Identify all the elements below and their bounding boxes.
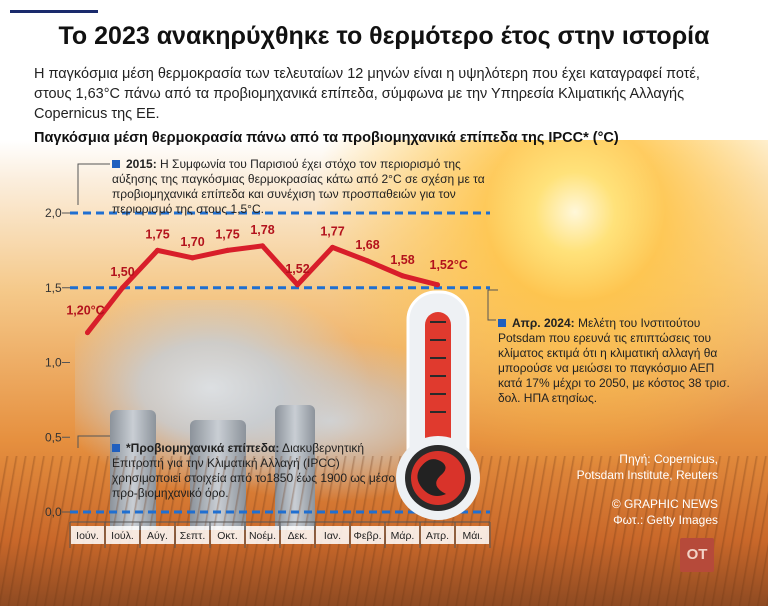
line-segment	[225, 243, 265, 253]
x-category-box	[246, 526, 279, 544]
data-point	[435, 282, 440, 288]
y-tick-label: 2,0	[45, 206, 62, 220]
x-tick-label: Σεπτ.	[180, 530, 205, 542]
bullet-square-icon	[498, 319, 506, 327]
line-segment	[330, 244, 370, 264]
note-label: 2015:	[126, 157, 157, 171]
x-tick-label: Φεβρ.	[354, 530, 382, 542]
source-line: Potsdam Institute, Reuters	[576, 468, 718, 482]
x-category-box	[141, 526, 174, 544]
data-label: 1,70	[180, 235, 204, 249]
data-label: 1,50	[110, 265, 134, 279]
data-label: 1,52°C	[430, 258, 468, 272]
note-label: *Προβιομηχανικά επίπεδα:	[126, 441, 280, 455]
line-segment	[400, 273, 440, 288]
data-label: 1,68	[355, 238, 379, 252]
data-point	[400, 273, 405, 279]
line-segment	[85, 285, 125, 336]
x-tick-label: Απρ.	[426, 530, 449, 542]
x-tick-label: Ιούλ.	[111, 530, 134, 542]
y-tick-label: 1,5	[45, 281, 62, 295]
line-segment	[190, 247, 230, 261]
x-category-box	[386, 526, 419, 544]
data-label: 1,75	[145, 227, 169, 241]
note-text: Η Συμφωνία του Παρισιού έχει στόχο τον π…	[112, 157, 485, 216]
line-segment	[295, 244, 335, 288]
thermometer-icon	[396, 290, 480, 520]
x-category-box	[456, 526, 489, 544]
x-category-box	[176, 526, 209, 544]
x-tick-label: Οκτ.	[217, 530, 237, 542]
data-point	[190, 255, 195, 261]
y-tick-label: 1,0	[45, 356, 62, 370]
note-label: Απρ. 2024:	[512, 316, 575, 330]
chart-title: Παγκόσμια μέση θερμοκρασία πάνω από τα π…	[34, 130, 619, 146]
data-label: 1,78	[250, 223, 274, 237]
data-label: 1,77	[320, 224, 344, 238]
y-tick-label: 0,5	[45, 430, 62, 444]
data-point	[85, 330, 90, 336]
x-category-box	[316, 526, 349, 544]
line-segment	[260, 243, 300, 288]
note-paris-agreement: 2015: Η Συμφωνία του Παρισιού έχει στόχο…	[112, 157, 492, 217]
x-tick-label: Αύγ.	[147, 530, 168, 542]
x-category-box	[106, 526, 139, 544]
data-label: 1,52	[285, 262, 309, 276]
data-point	[295, 282, 300, 288]
x-category-box	[421, 526, 454, 544]
data-label: 1,58	[390, 253, 414, 267]
x-tick-label: Δεκ.	[288, 530, 308, 542]
cooling-tower	[110, 410, 156, 530]
data-point	[365, 258, 370, 264]
top-rule	[10, 10, 98, 13]
photo-credit: Φωτ.: Getty Images	[613, 513, 718, 527]
y-tick-label: 0,0	[45, 505, 62, 519]
data-point	[260, 243, 265, 249]
data-point	[155, 247, 160, 253]
note-text: Διακυβερνητική Επιτροπή για την Κλιματικ…	[112, 441, 396, 500]
data-point	[330, 244, 335, 250]
line-segment	[155, 247, 195, 261]
x-tick-label: Νοέμ.	[249, 530, 276, 542]
source-credits: Πηγή: Copernicus, Potsdam Institute, Reu…	[540, 451, 718, 483]
data-point	[120, 285, 125, 291]
x-category-box	[281, 526, 314, 544]
x-tick-label: Ιούν.	[76, 530, 99, 542]
line-segment	[120, 247, 160, 291]
cooling-tower	[275, 405, 315, 530]
x-category-box	[211, 526, 244, 544]
x-category-box	[71, 526, 104, 544]
headline: Το 2023 ανακηρύχθηκε το θερμότερο έτος σ…	[58, 22, 710, 50]
photo-credits: © GRAPHIC NEWS Φωτ.: Getty Images	[540, 496, 718, 528]
data-point	[225, 247, 230, 253]
note-text: Μελέτη του Ινστιτούτου Potsdam που ερευν…	[498, 316, 730, 405]
note-potsdam-study: Απρ. 2024: Μελέτη του Ινστιτούτου Potsda…	[498, 316, 738, 406]
x-category-box	[351, 526, 384, 544]
note-preindustrial: *Προβιομηχανικά επίπεδα: Διακυβερνητική …	[112, 441, 402, 501]
intro-text: Η παγκόσμια μέση θερμοκρασία των τελευτα…	[34, 66, 700, 122]
source-line: Πηγή: Copernicus,	[619, 452, 718, 466]
bullet-square-icon	[112, 160, 120, 168]
logo: OT	[680, 538, 714, 572]
graphic-credit: © GRAPHIC NEWS	[611, 497, 718, 511]
bullet-square-icon	[112, 444, 120, 452]
line-segment	[365, 258, 405, 279]
x-tick-label: Μάρ.	[391, 530, 415, 542]
data-label: 1,20°C	[66, 304, 104, 318]
x-tick-label: Μάι.	[462, 530, 482, 542]
data-label: 1,75	[215, 227, 239, 241]
x-tick-label: Ιαν.	[324, 530, 341, 542]
